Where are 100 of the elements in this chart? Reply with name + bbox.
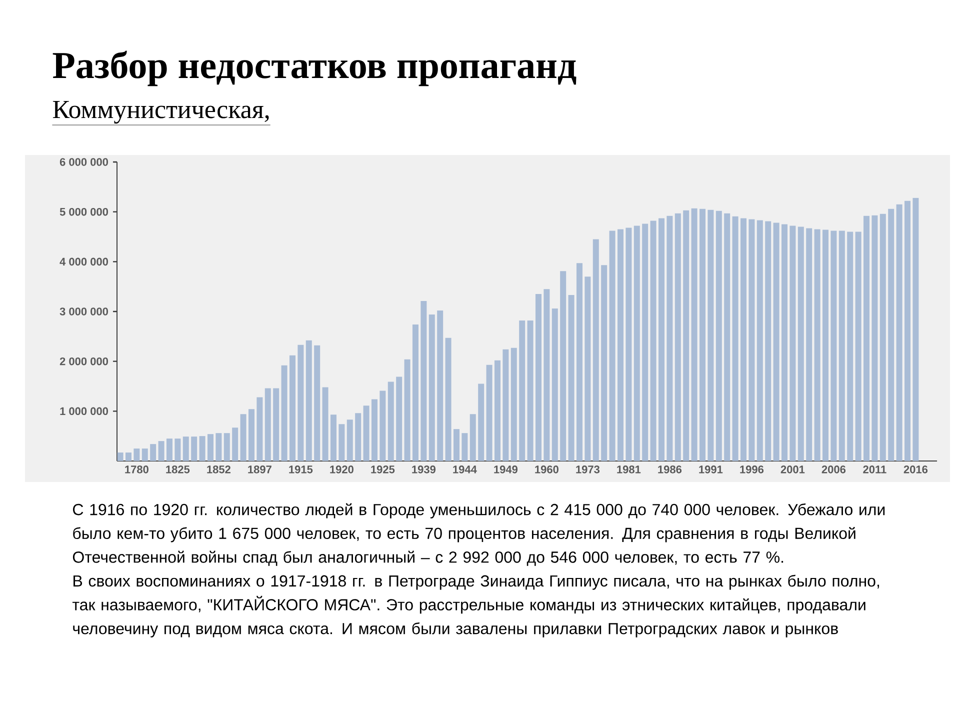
bar: [896, 204, 902, 461]
bar: [371, 399, 378, 461]
bar: [552, 308, 558, 461]
bar: [880, 214, 886, 461]
bar: [256, 397, 263, 461]
bar: [510, 348, 517, 461]
bar: [117, 452, 124, 461]
bar: [888, 208, 894, 461]
bar: [363, 406, 370, 461]
bar: [724, 213, 730, 461]
bar: [134, 448, 140, 461]
bar: [847, 232, 854, 461]
bar: [182, 436, 189, 461]
y-tick-label: 2 000 000: [60, 357, 108, 366]
y-tick-label: 3 000 000: [60, 308, 108, 316]
x-tick-label: 2016: [904, 466, 928, 474]
bar: [174, 438, 181, 461]
x-tick-label: 1852: [207, 466, 230, 474]
bar: [609, 230, 616, 461]
bar: [708, 210, 714, 461]
text: В своих воспоминаниях о 1917-1918 гг. в Петрограде Зинаида Гиппиус писала, что на рынках было полно, так называемого, "КИТАЙСКОГО МЯСА". Это расстрельные команды из этнических китайцев, продавали человечину под видом мяса скота. И мясом были завалены прилавки Петроградских лавок и рынков: [72, 574, 879, 638]
bar: [470, 414, 476, 461]
bar: [855, 232, 862, 461]
bar: [863, 216, 870, 461]
bar: [494, 360, 500, 461]
bar: [380, 390, 386, 461]
bar: [453, 429, 460, 461]
bar: [158, 441, 164, 461]
bar: [273, 388, 280, 461]
bar: [806, 228, 812, 461]
bar: [674, 213, 681, 461]
bar: [732, 216, 738, 461]
bar: [601, 265, 608, 461]
bar: [338, 424, 345, 461]
bar: [150, 444, 156, 461]
bar: [568, 295, 574, 461]
bar: [576, 263, 582, 461]
chart-subtitle: Коммунистическая,: [52, 100, 269, 124]
bar: [314, 345, 320, 461]
x-tick-label: 2001: [780, 466, 805, 474]
y-tick-label: 5 000 000: [60, 208, 108, 216]
bar: [666, 216, 673, 461]
x-tick-label: 1973: [576, 466, 600, 474]
bar: [642, 224, 648, 461]
bar: [617, 229, 624, 461]
bar: [224, 433, 230, 461]
bar: [281, 365, 288, 461]
bar: [830, 230, 837, 461]
bar: [289, 355, 296, 461]
bar: [199, 436, 206, 461]
bar: [773, 222, 780, 461]
bar: [519, 320, 526, 461]
bar: [584, 276, 591, 461]
x-tick-label: 1780: [125, 466, 148, 474]
bar: [691, 208, 698, 461]
x-tick-label: 1981: [617, 466, 641, 474]
bar: [240, 414, 246, 461]
bar: [765, 221, 772, 461]
bar: [748, 219, 755, 461]
bar: [544, 289, 550, 461]
bar: [904, 200, 910, 461]
bar: [298, 344, 304, 461]
bar: [683, 210, 690, 461]
bar: [191, 436, 198, 461]
bar: [412, 324, 418, 461]
bar: [756, 220, 763, 461]
bar: [420, 301, 427, 461]
x-tick-label: 1996: [740, 466, 764, 474]
bar: [216, 433, 222, 461]
bar: [404, 359, 410, 461]
y-tick-label: 4 000 000: [60, 258, 108, 266]
bar: [142, 448, 148, 461]
bar: [740, 218, 746, 461]
x-tick-label: 1825: [166, 466, 190, 474]
chart-title: Разбор недостатков пропаганд: [52, 50, 576, 86]
x-tick-label: 1960: [535, 466, 558, 474]
bar: [822, 230, 828, 461]
bar: [798, 226, 804, 461]
x-tick-label: 1991: [699, 466, 723, 474]
bar: [346, 420, 353, 461]
bar: [428, 314, 435, 461]
bar: [306, 340, 312, 461]
bar: [322, 387, 328, 461]
bar: [912, 198, 919, 461]
bar: [486, 364, 492, 461]
bar: [592, 239, 599, 461]
x-tick-label: 2011: [863, 466, 886, 474]
bar: [716, 210, 722, 461]
bar: [388, 382, 394, 461]
y-tick-label: 6 000 000: [60, 158, 108, 166]
bar: [814, 229, 820, 461]
bar: [125, 452, 132, 461]
bar: [207, 434, 214, 461]
bar: [781, 224, 788, 461]
bar: [502, 349, 509, 461]
bar: [248, 409, 254, 461]
bar: [445, 338, 452, 461]
x-tick-label: 1925: [371, 466, 395, 474]
x-tick-label: 1949: [494, 466, 518, 474]
bar: [355, 413, 362, 461]
